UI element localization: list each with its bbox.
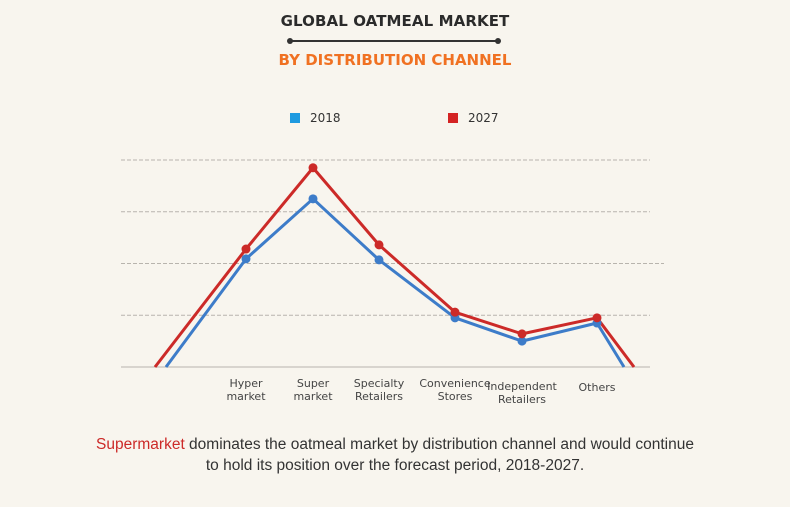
title-divider (287, 38, 501, 44)
data-point-2027-5 (592, 313, 602, 323)
data-point-2018-0 (241, 254, 251, 264)
series-points (241, 163, 602, 346)
data-point-2027-1 (308, 163, 318, 173)
legend-label-2018: 2018 (310, 111, 341, 125)
chart-title: GLOBAL OATMEAL MARKET (280, 12, 510, 30)
series-line-2018 (164, 197, 626, 368)
gridlines (121, 159, 664, 368)
legend-swatch-2018 (290, 113, 300, 123)
series-lines (153, 166, 636, 368)
data-point-2027-3 (450, 307, 460, 317)
data-point-2027-4 (517, 329, 527, 339)
caption: Supermarket dominates the oatmeal market… (0, 434, 790, 476)
data-point-2027-0 (241, 244, 251, 254)
x-tick-label: Others (578, 381, 616, 394)
chart-subtitle: BY DISTRIBUTION CHANNEL (278, 51, 512, 69)
x-tick-label: Specialty Retailers (353, 377, 405, 403)
x-tick-label: Convenience Stores (419, 377, 491, 403)
legend-label-2027: 2027 (468, 111, 499, 125)
x-tick-label: Hyper market (226, 377, 266, 403)
legend-item-2018: 2018 (290, 111, 341, 125)
caption-line2: to hold its position over the forecast p… (205, 457, 585, 474)
series-line-2027 (153, 166, 636, 368)
legend-swatch-2027 (448, 113, 458, 123)
x-tick-label: Super market (293, 377, 333, 403)
data-point-2018-1 (308, 194, 318, 204)
data-point-2027-2 (374, 240, 384, 250)
x-tick-label: Independent Retailers (487, 380, 557, 406)
caption-line1: dominates the oatmeal market by distribu… (184, 436, 694, 453)
data-point-2018-4 (517, 336, 527, 346)
caption-highlight: Supermarket (96, 436, 185, 453)
data-point-2018-2 (374, 255, 384, 265)
legend-item-2027: 2027 (448, 111, 499, 125)
